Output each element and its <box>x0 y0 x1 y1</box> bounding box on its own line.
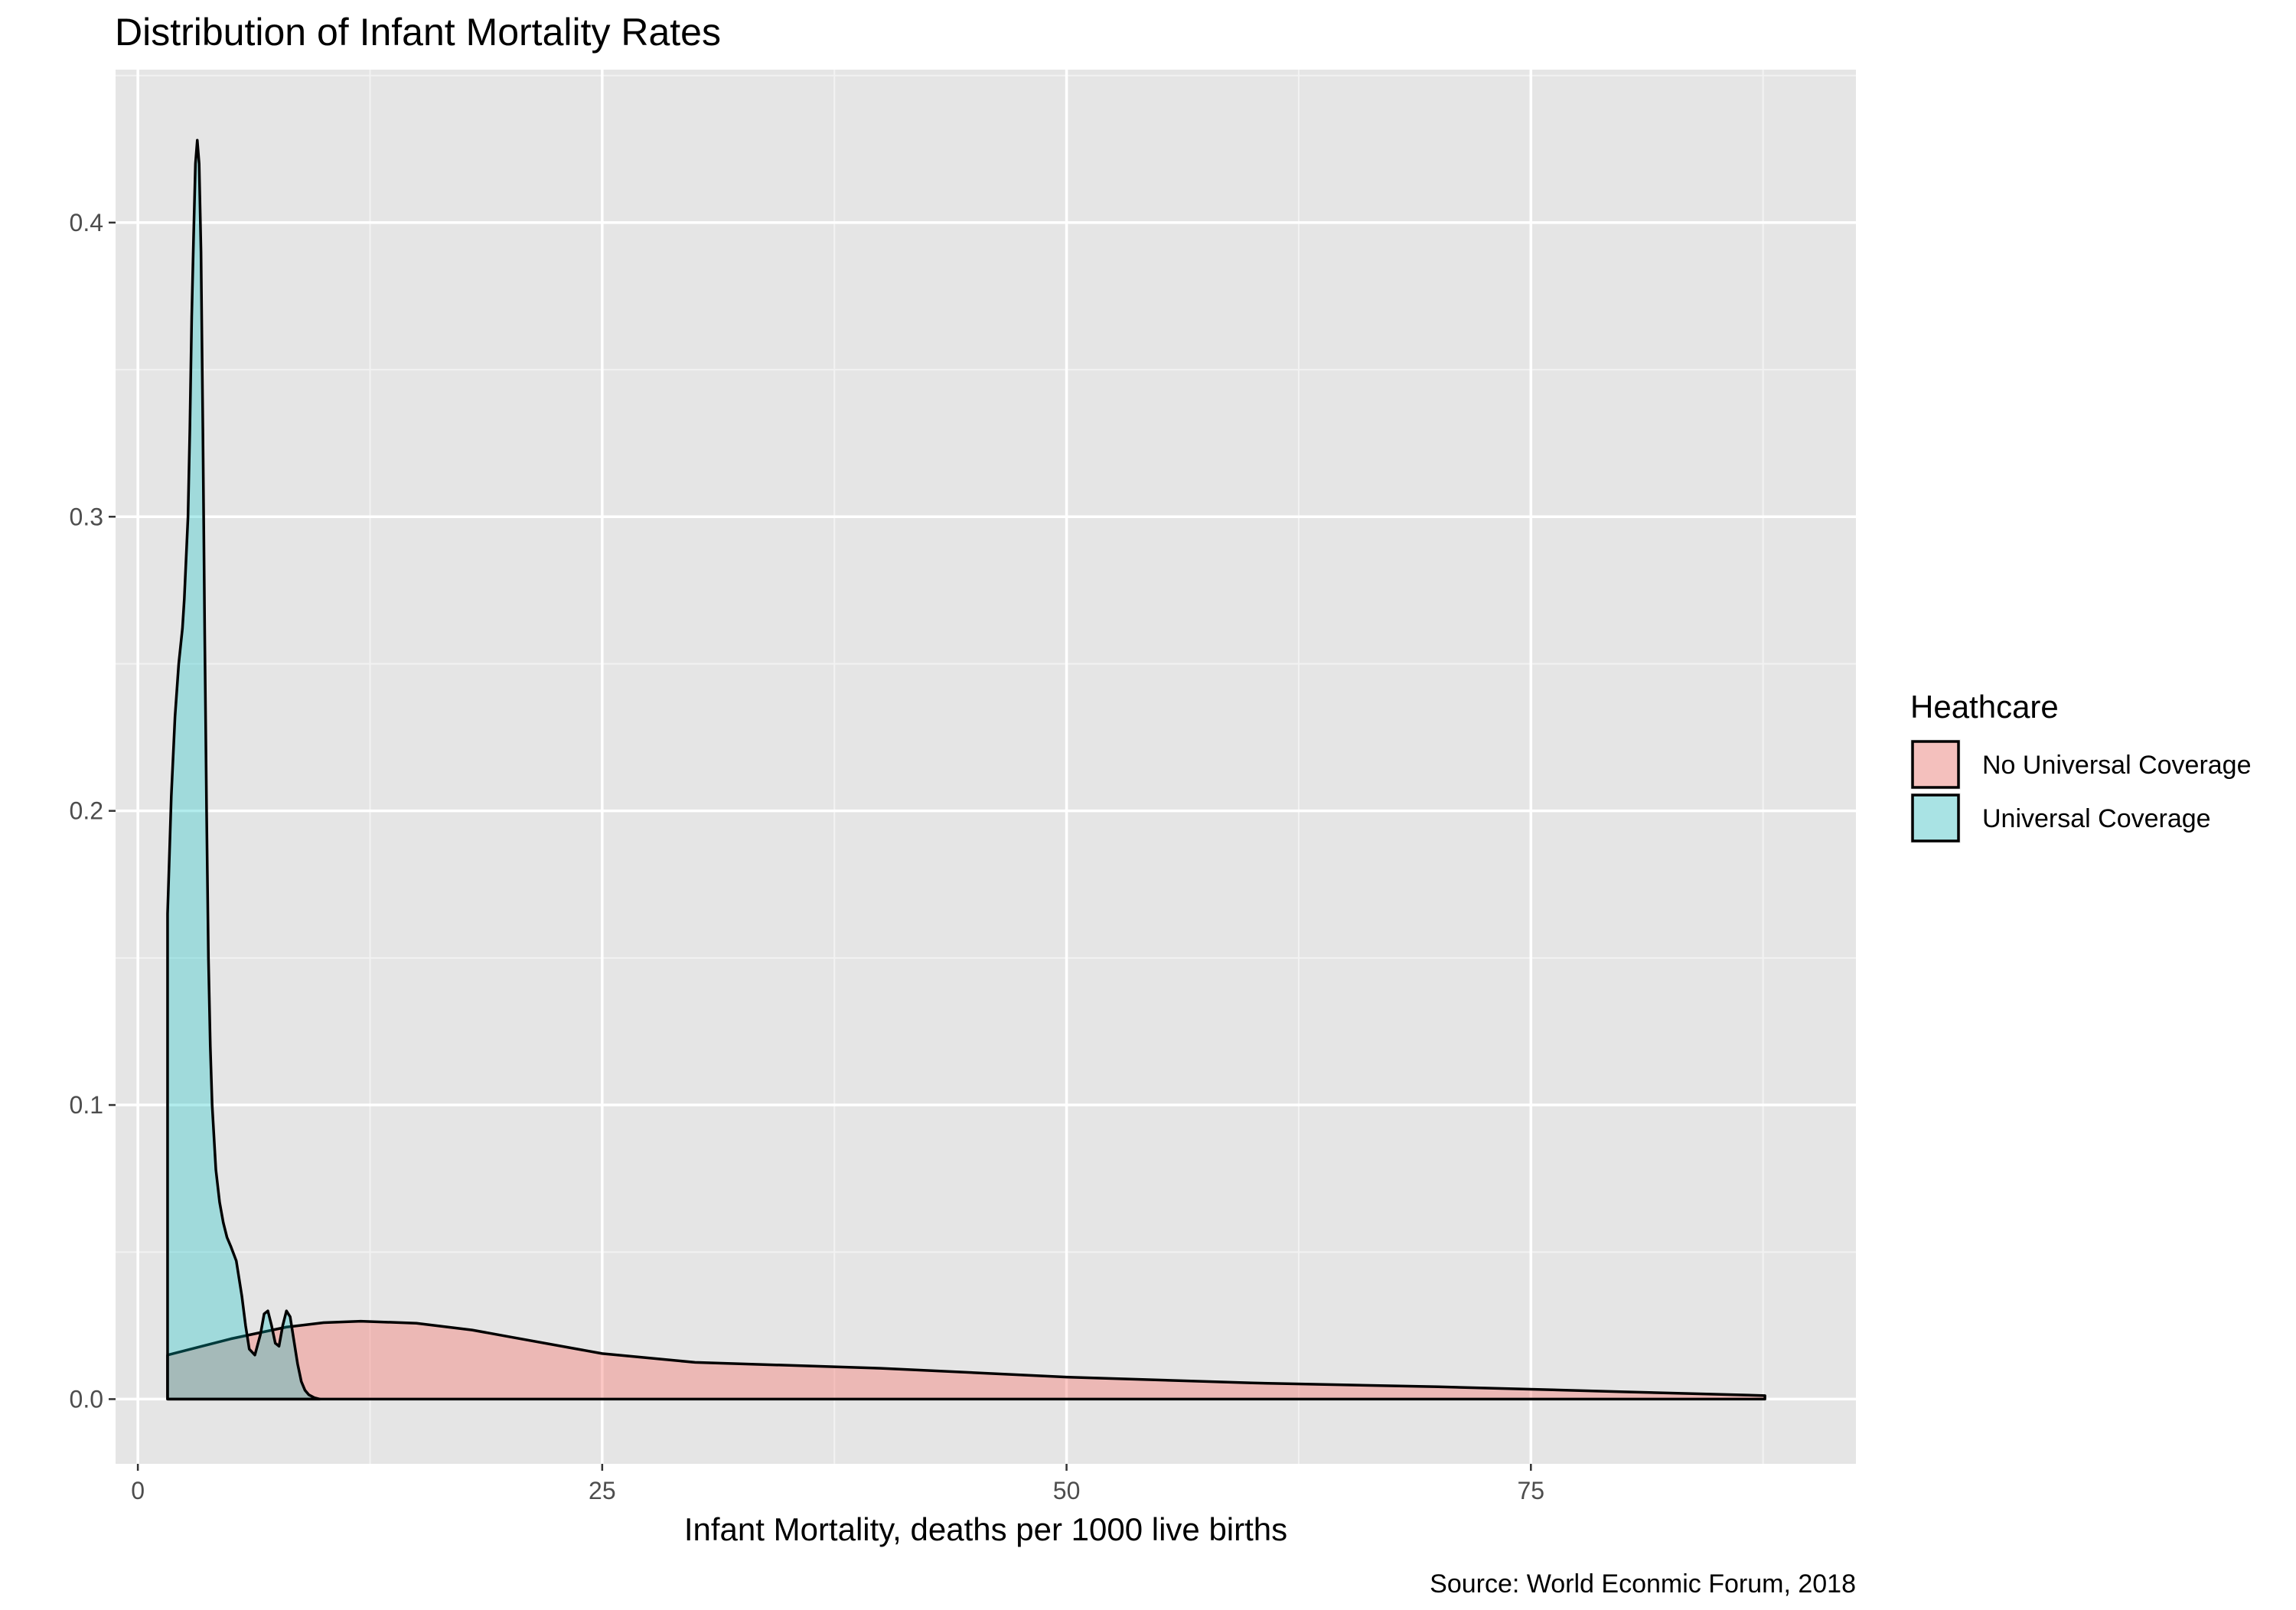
y-tick-label: 0.0 <box>70 1385 103 1413</box>
density-area-universal-coverage <box>166 139 321 1401</box>
x-tick-label: 0 <box>131 1477 145 1504</box>
series-layer <box>166 139 1766 1401</box>
source-caption: Source: World Econmic Forum, 2018 <box>1430 1569 1856 1599</box>
x-tick-label: 25 <box>589 1477 616 1504</box>
x-tick-label: 75 <box>1517 1477 1544 1504</box>
legend-swatch <box>1911 740 1960 789</box>
y-tick-label: 0.1 <box>70 1091 103 1119</box>
legend: Heathcare No Universal Coverage Universal… <box>1910 689 2252 843</box>
minor-gridlines <box>116 70 1856 1464</box>
density-area-no-universal-coverage <box>166 1319 1766 1401</box>
legend-items: No Universal Coverage Universal Coverage <box>1910 739 2252 843</box>
legend-swatch <box>1911 794 1960 842</box>
x-axis-title: Infant Mortality, deaths per 1000 live b… <box>684 1511 1287 1547</box>
plot-panel <box>116 70 1856 1464</box>
x-axis: 0 25 50 75 <box>131 1464 1544 1504</box>
chart-title: Distribution of Infant Mortality Rates <box>115 11 721 54</box>
legend-label: No Universal Coverage <box>1982 751 2252 780</box>
legend-key-background <box>1910 793 1961 843</box>
x-tick-label: 50 <box>1053 1477 1081 1504</box>
legend-label: Universal Coverage <box>1982 804 2211 833</box>
y-tick-label: 0.3 <box>70 503 103 530</box>
y-tick-label: 0.2 <box>70 797 103 825</box>
y-axis: 0.0 0.1 0.2 0.3 0.4 <box>70 209 116 1413</box>
legend-title: Heathcare <box>1910 689 2059 725</box>
y-tick-label: 0.4 <box>70 209 103 236</box>
legend-key-background <box>1910 739 1961 790</box>
